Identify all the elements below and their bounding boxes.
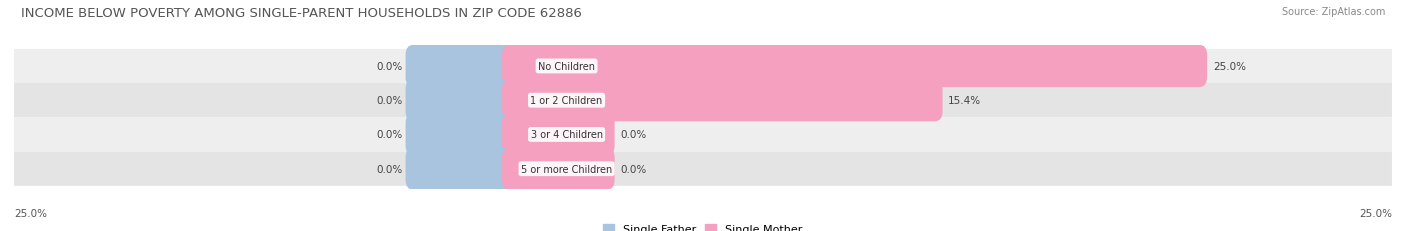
Text: 3 or 4 Children: 3 or 4 Children [530, 130, 603, 140]
FancyBboxPatch shape [405, 80, 519, 122]
FancyBboxPatch shape [405, 114, 519, 156]
Text: 0.0%: 0.0% [377, 164, 402, 174]
FancyBboxPatch shape [405, 46, 519, 88]
FancyBboxPatch shape [502, 114, 614, 156]
Text: 0.0%: 0.0% [377, 130, 402, 140]
Text: 25.0%: 25.0% [1360, 208, 1392, 218]
FancyBboxPatch shape [405, 148, 519, 190]
FancyBboxPatch shape [14, 152, 1392, 186]
Text: 15.4%: 15.4% [948, 96, 981, 106]
Text: 5 or more Children: 5 or more Children [522, 164, 612, 174]
FancyBboxPatch shape [14, 84, 1392, 118]
FancyBboxPatch shape [502, 148, 614, 190]
Text: 0.0%: 0.0% [377, 62, 402, 72]
Text: INCOME BELOW POVERTY AMONG SINGLE-PARENT HOUSEHOLDS IN ZIP CODE 62886: INCOME BELOW POVERTY AMONG SINGLE-PARENT… [21, 7, 582, 20]
Text: 25.0%: 25.0% [1213, 62, 1246, 72]
FancyBboxPatch shape [502, 46, 1208, 88]
Text: 1 or 2 Children: 1 or 2 Children [530, 96, 603, 106]
Legend: Single Father, Single Mother: Single Father, Single Mother [599, 219, 807, 231]
Text: 0.0%: 0.0% [620, 130, 647, 140]
FancyBboxPatch shape [14, 118, 1392, 152]
FancyBboxPatch shape [14, 50, 1392, 84]
Text: No Children: No Children [538, 62, 595, 72]
Text: 25.0%: 25.0% [14, 208, 46, 218]
Text: 0.0%: 0.0% [620, 164, 647, 174]
FancyBboxPatch shape [502, 80, 942, 122]
Text: 0.0%: 0.0% [377, 96, 402, 106]
Text: Source: ZipAtlas.com: Source: ZipAtlas.com [1281, 7, 1385, 17]
